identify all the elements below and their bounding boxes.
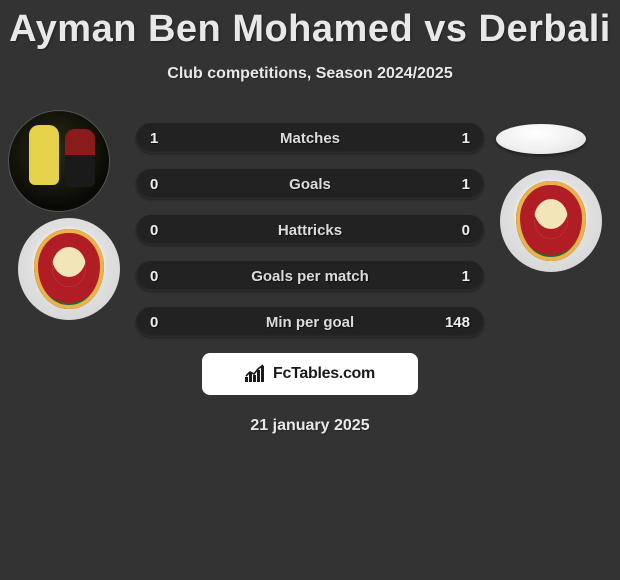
stat-row-goals: 0 Goals 1 (136, 169, 484, 199)
player-left-photo (8, 110, 110, 212)
stat-row-goals-per-match: 0 Goals per match 1 (136, 261, 484, 291)
stats-list: 1 Matches 1 0 Goals 1 0 Hattricks 0 0 Go… (136, 123, 484, 337)
brand-box: FcTables.com (202, 353, 418, 395)
stat-left-value: 0 (150, 222, 158, 239)
stat-label: Matches (280, 130, 340, 147)
stat-right-value: 1 (462, 176, 470, 193)
stat-right-value: 1 (462, 130, 470, 147)
stat-right-value: 0 (462, 222, 470, 239)
stat-label: Hattricks (278, 222, 342, 239)
player-right-photo (496, 124, 586, 154)
snapshot-date: 21 january 2025 (0, 417, 620, 435)
esperance-crest-icon (516, 181, 586, 261)
stat-left-value: 0 (150, 268, 158, 285)
bar-chart-icon (245, 364, 267, 384)
stat-label: Goals (289, 176, 331, 193)
stat-left-value: 0 (150, 314, 158, 331)
stat-row-min-per-goal: 0 Min per goal 148 (136, 307, 484, 337)
page-title: Ayman Ben Mohamed vs Derbali (0, 0, 620, 51)
stat-left-value: 1 (150, 130, 158, 147)
club-right-crest (500, 170, 602, 272)
stat-label: Min per goal (266, 314, 354, 331)
esperance-crest-icon (34, 229, 104, 309)
stat-label: Goals per match (251, 268, 369, 285)
stat-row-hattricks: 0 Hattricks 0 (136, 215, 484, 245)
stat-left-value: 0 (150, 176, 158, 193)
stat-right-value: 148 (445, 314, 470, 331)
stat-row-matches: 1 Matches 1 (136, 123, 484, 153)
brand-text: FcTables.com (273, 365, 375, 383)
subtitle: Club competitions, Season 2024/2025 (0, 65, 620, 83)
comparison-card: Ayman Ben Mohamed vs Derbali Club compet… (0, 0, 620, 435)
stat-right-value: 1 (462, 268, 470, 285)
club-left-crest (18, 218, 120, 320)
